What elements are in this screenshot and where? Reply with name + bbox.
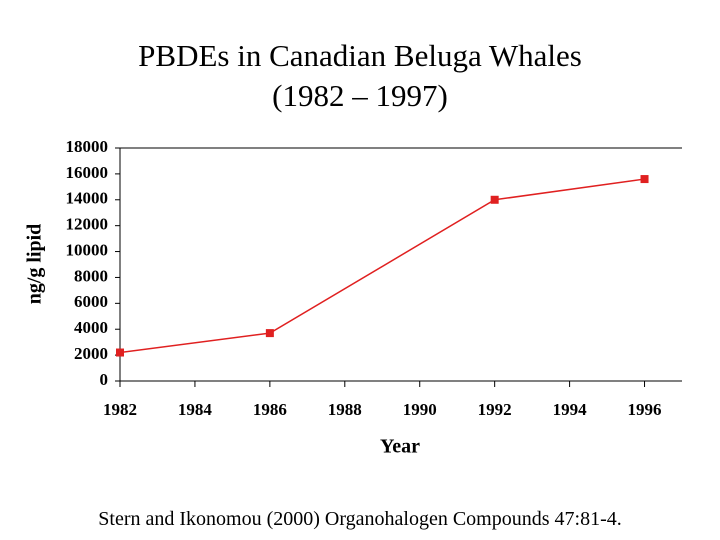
x-tick-label: 1994 xyxy=(553,400,588,419)
data-point xyxy=(265,329,274,338)
data-line xyxy=(119,178,645,354)
data-point xyxy=(640,175,649,184)
y-tick-label: 10000 xyxy=(66,240,109,259)
data-point xyxy=(490,195,499,204)
y-tick-label: 8000 xyxy=(74,266,108,285)
y-tick-label: 18000 xyxy=(66,137,109,156)
y-axis-label: ng/g lipid xyxy=(24,224,46,305)
x-tick-label: 1988 xyxy=(328,400,362,419)
x-tick-label: 1984 xyxy=(178,400,213,419)
x-tick-label: 1982 xyxy=(103,400,137,419)
x-axis-label: Year xyxy=(380,436,420,458)
chart-title: PBDEs in Canadian Beluga Whales (1982 – … xyxy=(138,38,582,113)
x-tick-label: 1986 xyxy=(253,400,287,419)
y-tick-label: 16000 xyxy=(66,163,109,182)
y-tick-label: 2000 xyxy=(74,344,108,363)
x-tick-label: 1996 xyxy=(628,400,662,419)
data-point xyxy=(116,348,124,357)
y-tick-label: 14000 xyxy=(66,189,109,208)
y-tick-label: 0 xyxy=(100,370,109,389)
y-tick-label: 12000 xyxy=(66,215,109,234)
y-tick-label: 6000 xyxy=(74,292,108,311)
y-tick-label: 4000 xyxy=(74,318,108,337)
x-tick-label: 1990 xyxy=(403,400,437,419)
source-note: Stern and Ikonomou (2000) Organohalogen … xyxy=(98,508,622,530)
x-tick-label: 1992 xyxy=(478,400,512,419)
